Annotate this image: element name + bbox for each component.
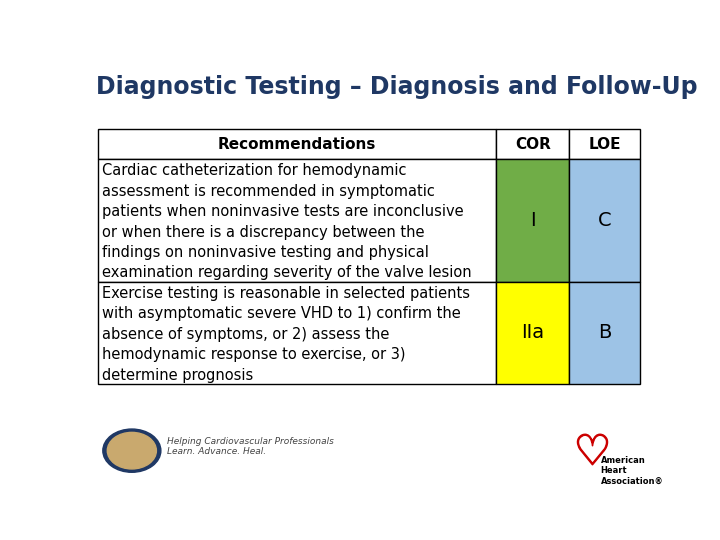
Bar [570, 129, 639, 159]
Text: B: B [598, 323, 611, 342]
Text: I: I [530, 211, 536, 230]
Circle shape [107, 433, 156, 469]
Text: Helping Cardiovascular Professionals
Learn. Advance. Heal.: Helping Cardiovascular Professionals Lea… [167, 437, 334, 456]
Bar [496, 129, 570, 159]
Text: Diagnostic Testing – Diagnosis and Follow-Up: Diagnostic Testing – Diagnosis and Follo… [96, 75, 697, 99]
Bar [99, 159, 496, 282]
Text: American
Heart
Association®: American Heart Association® [600, 456, 663, 485]
Text: Recommendations: Recommendations [218, 137, 377, 152]
Text: LOE: LOE [588, 137, 621, 152]
Circle shape [103, 429, 161, 472]
Text: COR: COR [515, 137, 551, 152]
Bar [570, 282, 639, 384]
Bar [496, 282, 570, 384]
Text: Cardiac catheterization for hemodynamic
assessment is recommended in symptomatic: Cardiac catheterization for hemodynamic … [102, 163, 472, 280]
Bar [99, 282, 496, 384]
Bar [496, 159, 570, 282]
Text: Exercise testing is reasonable in selected patients
with asymptomatic severe VHD: Exercise testing is reasonable in select… [102, 286, 469, 383]
Bar [99, 129, 496, 159]
Text: C: C [598, 211, 611, 230]
Bar [570, 159, 639, 282]
Text: IIa: IIa [521, 323, 544, 342]
